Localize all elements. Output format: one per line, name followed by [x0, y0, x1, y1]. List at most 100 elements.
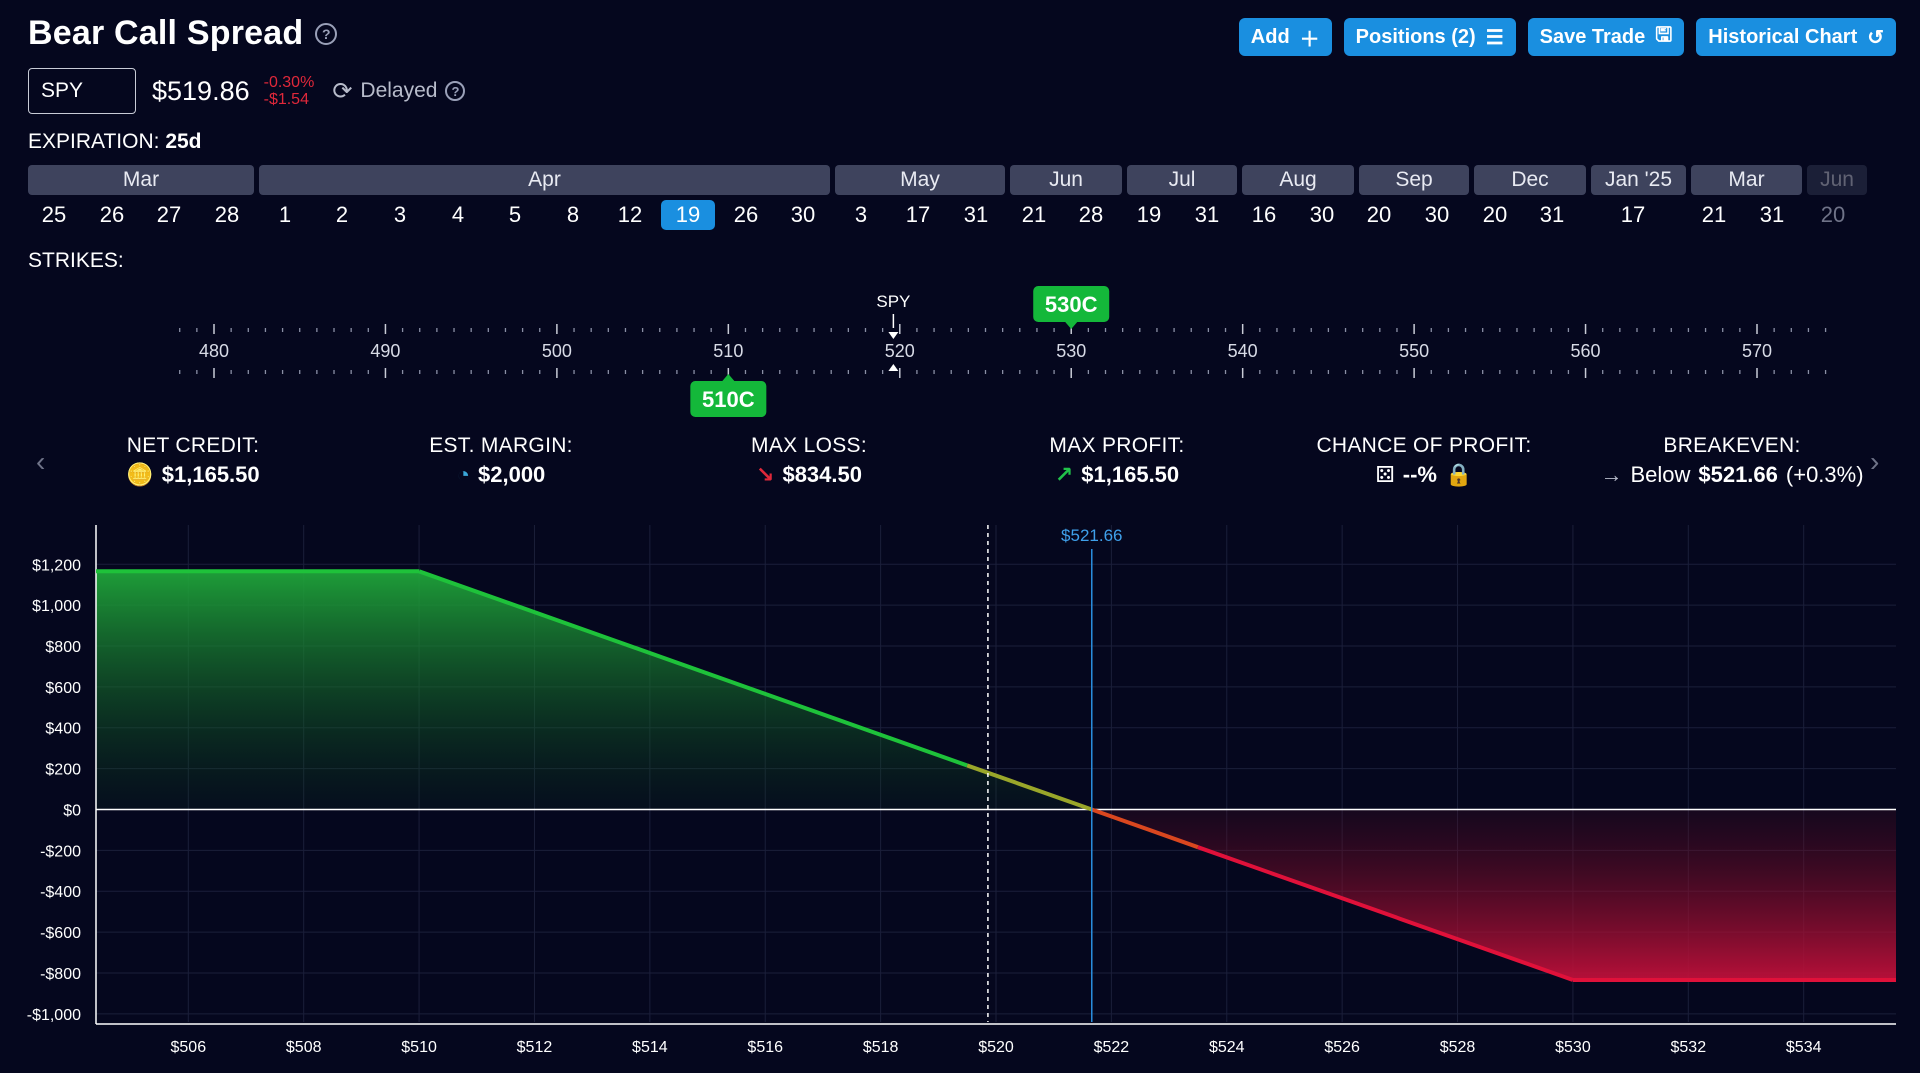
- short-call-leg-510c-label: 510C: [702, 387, 755, 412]
- historical-chart-button[interactable]: Historical Chart ↺: [1696, 18, 1896, 56]
- x-tick-label: $530: [1555, 1039, 1591, 1056]
- delayed-label: Delayed: [360, 79, 438, 102]
- expiration-day[interactable]: 2: [335, 202, 349, 227]
- x-tick-label: $526: [1324, 1039, 1360, 1056]
- month-jun[interactable]: Jun: [1010, 165, 1122, 195]
- x-tick-label: $512: [517, 1039, 553, 1056]
- expiration-day[interactable]: 3: [854, 202, 868, 227]
- arrow-down-right-icon: ↘: [756, 462, 775, 487]
- stat-est-margin-value: ◔ $2,000: [429, 462, 573, 488]
- expiration-day[interactable]: 27: [156, 202, 182, 227]
- expiration-day[interactable]: 31: [1539, 202, 1565, 227]
- expiration-day[interactable]: 30: [1309, 202, 1335, 227]
- month-sep[interactable]: Sep: [1359, 165, 1469, 195]
- expiration-day[interactable]: 30: [1424, 202, 1450, 227]
- expiration-day[interactable]: 3: [393, 202, 407, 227]
- payoff-line-transition-down: [1091, 807, 1199, 850]
- spot-marker-bottom-triangle: [888, 364, 899, 371]
- expiration-label: EXPIRATION: 25d: [28, 130, 202, 154]
- short-call-leg-510c[interactable]: 510C: [690, 374, 767, 417]
- historical-chart-button-label: Historical Chart: [1708, 25, 1858, 48]
- expiration-day[interactable]: 26: [733, 202, 759, 227]
- add-button-label: Add: [1250, 25, 1290, 48]
- stat-breakeven: BREAKEVEN: → Below $521.66 (+0.3%): [1600, 434, 1863, 488]
- x-tick-label: $520: [978, 1039, 1014, 1056]
- strike-tick-label: 550: [1399, 341, 1429, 361]
- expiration-day[interactable]: 5: [508, 202, 522, 227]
- x-tick-label: $506: [171, 1039, 207, 1056]
- save-trade-button[interactable]: Save Trade 🖫: [1527, 18, 1685, 56]
- expiration-day[interactable]: 12: [617, 202, 643, 227]
- stat-max-profit: MAX PROFIT: ↗ $1,165.50: [1049, 434, 1184, 488]
- delayed-help-icon[interactable]: ?: [445, 81, 466, 101]
- expiration-day[interactable]: 28: [214, 202, 240, 227]
- month-dec[interactable]: Dec: [1474, 165, 1586, 195]
- price-change-percent: -0.30%: [263, 74, 315, 91]
- expiration-day[interactable]: 21: [1701, 202, 1727, 227]
- month-mar[interactable]: Mar: [1691, 165, 1802, 195]
- stats-next-arrow[interactable]: ›: [1870, 446, 1880, 477]
- stat-max-profit-amount: $1,165.50: [1081, 462, 1180, 487]
- stat-max-loss-amount: $834.50: [782, 462, 862, 487]
- expiration-day[interactable]: 20: [1366, 202, 1392, 227]
- expiration-day[interactable]: 20: [1482, 202, 1508, 227]
- stat-breakeven-prefix: Below: [1630, 462, 1691, 487]
- y-tick-label: -$400: [40, 884, 81, 901]
- stat-est-margin-amount: $2,000: [478, 462, 546, 487]
- strike-tick-label: 530: [1056, 341, 1086, 361]
- expiration-day[interactable]: 17: [905, 202, 931, 227]
- expiration-day[interactable]: 31: [1759, 202, 1785, 227]
- expiration-day[interactable]: 31: [963, 202, 989, 227]
- positions-button[interactable]: Positions (2) ☰: [1343, 18, 1516, 56]
- month-jul[interactable]: Jul: [1127, 165, 1237, 195]
- expiration-day-selected[interactable]: 19: [661, 200, 715, 230]
- stat-est-margin-label: EST. MARGIN:: [429, 434, 573, 457]
- expiration-day[interactable]: 25: [41, 202, 67, 227]
- stat-breakeven-amount: $521.66: [1698, 462, 1778, 487]
- expiration-day[interactable]: 1: [278, 202, 292, 227]
- expiration-day[interactable]: 20: [1820, 202, 1846, 227]
- help-icon[interactable]: ?: [315, 22, 338, 45]
- ticker-input[interactable]: [28, 68, 136, 114]
- long-call-leg-530c[interactable]: 530C: [1033, 286, 1110, 329]
- strike-ruler[interactable]: 480 490 500 510 520 530 540 550 560 570 SPY 530C 510…: [0, 280, 1920, 420]
- stats-prev-arrow[interactable]: ‹: [36, 446, 46, 477]
- month-aug[interactable]: Aug: [1242, 165, 1354, 195]
- stat-max-profit-value: ↗ $1,165.50: [1049, 462, 1184, 488]
- expiration-day[interactable]: 31: [1194, 202, 1220, 227]
- expiration-day[interactable]: 16: [1251, 202, 1277, 227]
- page-title: Bear Call Spread: [28, 14, 304, 52]
- x-tick-label: $518: [863, 1039, 899, 1056]
- expiration-day[interactable]: 21: [1021, 202, 1047, 227]
- expiration-day[interactable]: 17: [1620, 202, 1646, 227]
- pie-chart-icon: ◔: [456, 462, 470, 487]
- arrow-up-right-icon: ↗: [1054, 462, 1074, 487]
- spot-marker-top-triangle: [888, 332, 899, 339]
- y-tick-label: $400: [45, 721, 81, 738]
- spot-label: SPY: [876, 292, 910, 311]
- month-mar[interactable]: Mar: [28, 165, 254, 195]
- lock-icon[interactable]: 🔒: [1444, 462, 1473, 487]
- x-tick-label: $516: [747, 1039, 783, 1056]
- x-tick-label: $510: [401, 1039, 437, 1056]
- x-tick-label: $528: [1440, 1039, 1476, 1056]
- month-jan25[interactable]: Jan '25: [1591, 165, 1686, 195]
- add-button[interactable]: Add ＋: [1238, 18, 1332, 56]
- month-apr[interactable]: Apr: [259, 165, 830, 195]
- payoff-line-profit-slope: [418, 569, 968, 768]
- y-tick-label: -$1,000: [27, 1007, 81, 1024]
- x-tick-label: $514: [632, 1039, 668, 1056]
- month-jun[interactable]: Jun: [1807, 165, 1867, 195]
- expiration-day[interactable]: 19: [1136, 202, 1162, 227]
- month-may[interactable]: May: [835, 165, 1005, 195]
- expiration-day[interactable]: 30: [790, 202, 816, 227]
- expiration-day[interactable]: 26: [99, 202, 125, 227]
- y-tick-label: $600: [45, 680, 81, 697]
- expiration-day[interactable]: 8: [566, 202, 580, 227]
- expiration-day[interactable]: 4: [451, 202, 465, 227]
- stat-chance-of-profit-amount: --%: [1402, 462, 1437, 487]
- strike-tick-label: 520: [885, 341, 915, 361]
- payoff-chart[interactable]: $521.66 $1,200 $1,000 $800 $600 $400 $200 $0 -$2…: [0, 515, 1920, 1073]
- expiration-day[interactable]: 28: [1078, 202, 1104, 227]
- refresh-icon[interactable]: ⟳: [332, 77, 353, 105]
